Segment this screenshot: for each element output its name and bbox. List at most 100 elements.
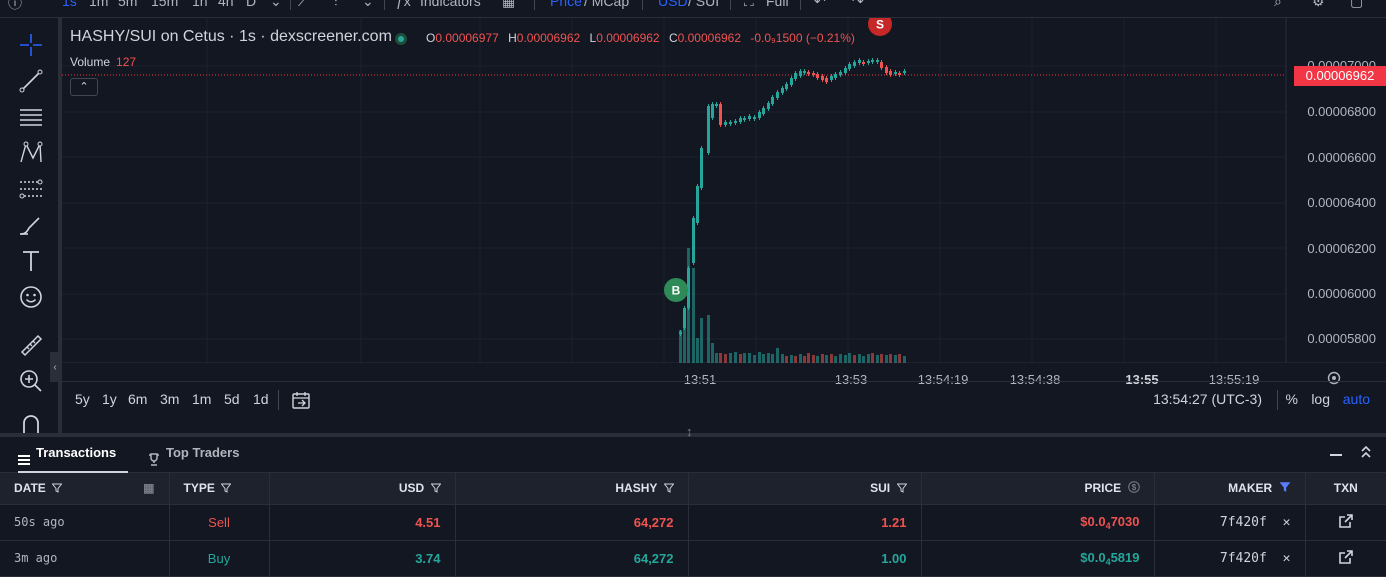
candle [830,76,833,80]
expand-icon[interactable] [1360,445,1372,464]
mcap-label: MCap [591,0,630,9]
candle [758,112,761,118]
pattern-icon[interactable] [16,138,46,168]
filter-icon[interactable] [896,483,907,494]
volume-bar [785,356,788,363]
candles-icon[interactable]: ⫶ [334,0,338,9]
log-toggle[interactable]: log [1311,391,1330,407]
percent-toggle[interactable]: % [1285,391,1298,407]
high-value: 0.00006962 [516,31,581,45]
range-5y[interactable]: 5y [75,391,90,407]
price-toggle[interactable]: Price [550,0,582,9]
timezone-button[interactable]: 13:54:27 (UTC-3) [1153,391,1262,407]
filter-icon[interactable] [663,483,674,494]
range-1d[interactable]: 1d [253,391,269,407]
fib-icon[interactable] [16,174,46,204]
sui-toggle[interactable]: / SUI [688,0,719,9]
column-sui[interactable]: SUI [688,473,922,505]
volume-legend: Volume 127 [70,55,136,69]
indicators-button[interactable]: Indicators [420,0,481,9]
exclude-icon[interactable]: ✕ [1282,550,1291,566]
ruler-icon[interactable] [16,330,46,360]
dollar-circle-icon[interactable]: $ [1127,481,1140,494]
brush-icon[interactable] [16,210,46,240]
trend-line-icon[interactable] [16,66,46,96]
column-type[interactable]: TYPE [169,473,270,505]
volume-bar [871,353,874,363]
maker-link[interactable]: 7f420f [1219,550,1267,566]
panel-divider[interactable] [0,433,1386,437]
calendar-icon[interactable]: ▦ [143,481,155,496]
horizontal-lines-icon[interactable] [16,102,46,132]
collapse-legend-button[interactable]: ⌃ [70,78,98,96]
range-1m[interactable]: 1m [192,391,212,407]
mcap-toggle[interactable]: / MCap [584,0,629,9]
auto-toggle[interactable]: auto [1342,391,1370,407]
range-1y[interactable]: 1y [102,391,117,407]
close-key: C [668,31,678,45]
line-chart-icon[interactable]: ⟋ [298,0,308,9]
usd-toggle[interactable]: USD [658,0,688,9]
exclude-icon[interactable]: ✕ [1282,514,1291,530]
goto-date-icon[interactable] [291,390,311,415]
external-link-icon[interactable] [1338,513,1353,528]
interval-1s[interactable]: 1s [62,0,77,9]
layout-icon[interactable]: ▦ [502,0,516,9]
candle [867,61,870,63]
redo-icon[interactable]: ↷ [852,0,864,9]
filter-icon[interactable] [52,483,63,494]
divider [1277,390,1278,410]
filter-active-icon[interactable] [1279,481,1291,493]
filter-icon[interactable] [221,483,232,494]
fullscreen-icon[interactable]: ⛶ [744,0,754,9]
interval-5m[interactable]: 5m [118,0,138,9]
interval-1m[interactable]: 1m [89,0,109,9]
collapse-toolbar-button[interactable]: ‹ [50,352,60,382]
volume-bar [743,353,746,363]
interval-15m[interactable]: 15m [151,0,179,9]
crosshair-icon[interactable] [16,30,46,60]
search-icon[interactable]: ⌕ [1274,0,1282,9]
interval-4h[interactable]: 4h [218,0,234,9]
settings-icon[interactable] [1326,370,1342,391]
volume-bar [880,354,883,363]
interval-1h[interactable]: 1h [192,0,208,9]
candle [790,78,793,85]
price-axis[interactable]: 0.00007000 0.00006800 0.00006600 0.00006… [1286,18,1386,363]
emoji-icon[interactable] [16,282,46,312]
interval-d[interactable]: D [246,0,257,9]
column-price[interactable]: PRICE $ [921,473,1155,505]
text-icon[interactable] [16,246,46,276]
chevron-down-icon[interactable]: ⌄ [270,0,282,9]
magnet-icon[interactable] [16,414,46,434]
maker-link[interactable]: 7f420f [1219,514,1267,530]
resize-handle-icon[interactable]: ↕ [686,424,693,439]
gear-icon[interactable]: ⚙ [1312,0,1325,9]
column-txn[interactable]: TXN [1305,473,1386,505]
tab-top-traders[interactable]: Top Traders [148,437,239,473]
cell-sui: 1.21 [688,504,922,541]
info-icon[interactable]: ⓘ [8,0,22,11]
camera-icon[interactable]: ▢ [1350,0,1364,9]
undo-icon[interactable]: ↶ [814,0,826,9]
column-hashy[interactable]: HASHY [455,473,689,505]
chevron-down-icon[interactable]: ⌄ [362,0,374,9]
zoom-in-icon[interactable] [16,366,46,396]
volume-bar [753,355,756,363]
column-usd[interactable]: USD [269,473,456,505]
column-date[interactable]: DATE ▦ [0,473,170,505]
column-hashy-label: HASHY [615,481,658,496]
full-button[interactable]: Full [766,0,789,9]
range-3m[interactable]: 3m [160,391,180,407]
filter-icon[interactable] [430,483,441,494]
minimize-icon[interactable] [1330,454,1342,456]
column-maker[interactable]: MAKER [1154,473,1306,505]
price-chart[interactable]: BS [62,18,1386,363]
range-6m[interactable]: 6m [128,391,148,407]
range-5d[interactable]: 5d [224,391,240,407]
table-row[interactable]: 50s ago Sell 4.51 64,272 1.21 $0.047030 … [0,504,1386,541]
fx-icon[interactable]: ƒx [396,0,411,9]
external-link-icon[interactable] [1338,549,1353,564]
tab-transactions[interactable]: Transactions [18,437,129,473]
